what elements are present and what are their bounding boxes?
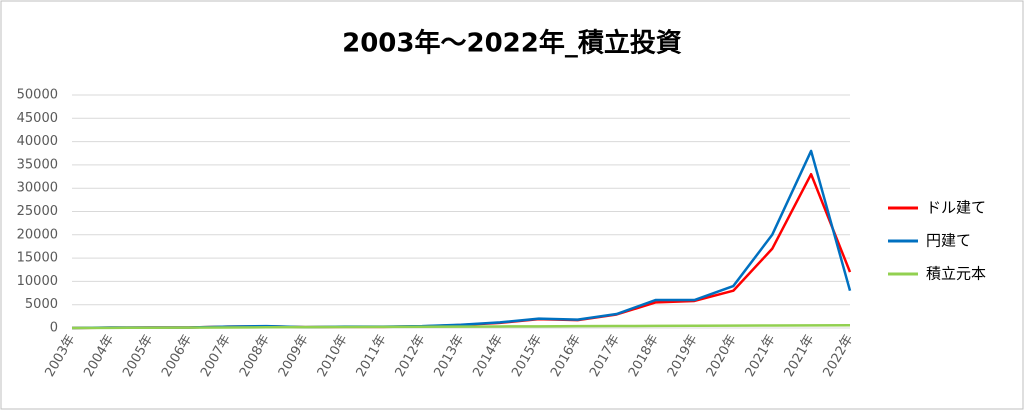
y-tick-label: 45000 (17, 111, 58, 126)
series-line (71, 323, 851, 330)
y-tick-label: 25000 (17, 204, 58, 219)
y-tick-label: 40000 (17, 134, 58, 149)
y-tick-label: 5000 (25, 297, 58, 312)
y-tick-label: 0 (50, 321, 58, 336)
y-tick-label: 15000 (17, 251, 58, 266)
y-tick-label: 35000 (17, 157, 58, 172)
legend-label: 積立元本 (926, 265, 986, 283)
y-tick-label: 30000 (17, 181, 58, 196)
y-tick-label: 20000 (17, 227, 58, 242)
y-tick-label: 50000 (17, 88, 58, 103)
chart-title: 2003年～2022年_積立投資 (342, 28, 682, 59)
legend-label: 円建て (926, 232, 971, 250)
legend-label: ドル建て (926, 199, 986, 217)
y-tick-label: 10000 (17, 274, 58, 289)
